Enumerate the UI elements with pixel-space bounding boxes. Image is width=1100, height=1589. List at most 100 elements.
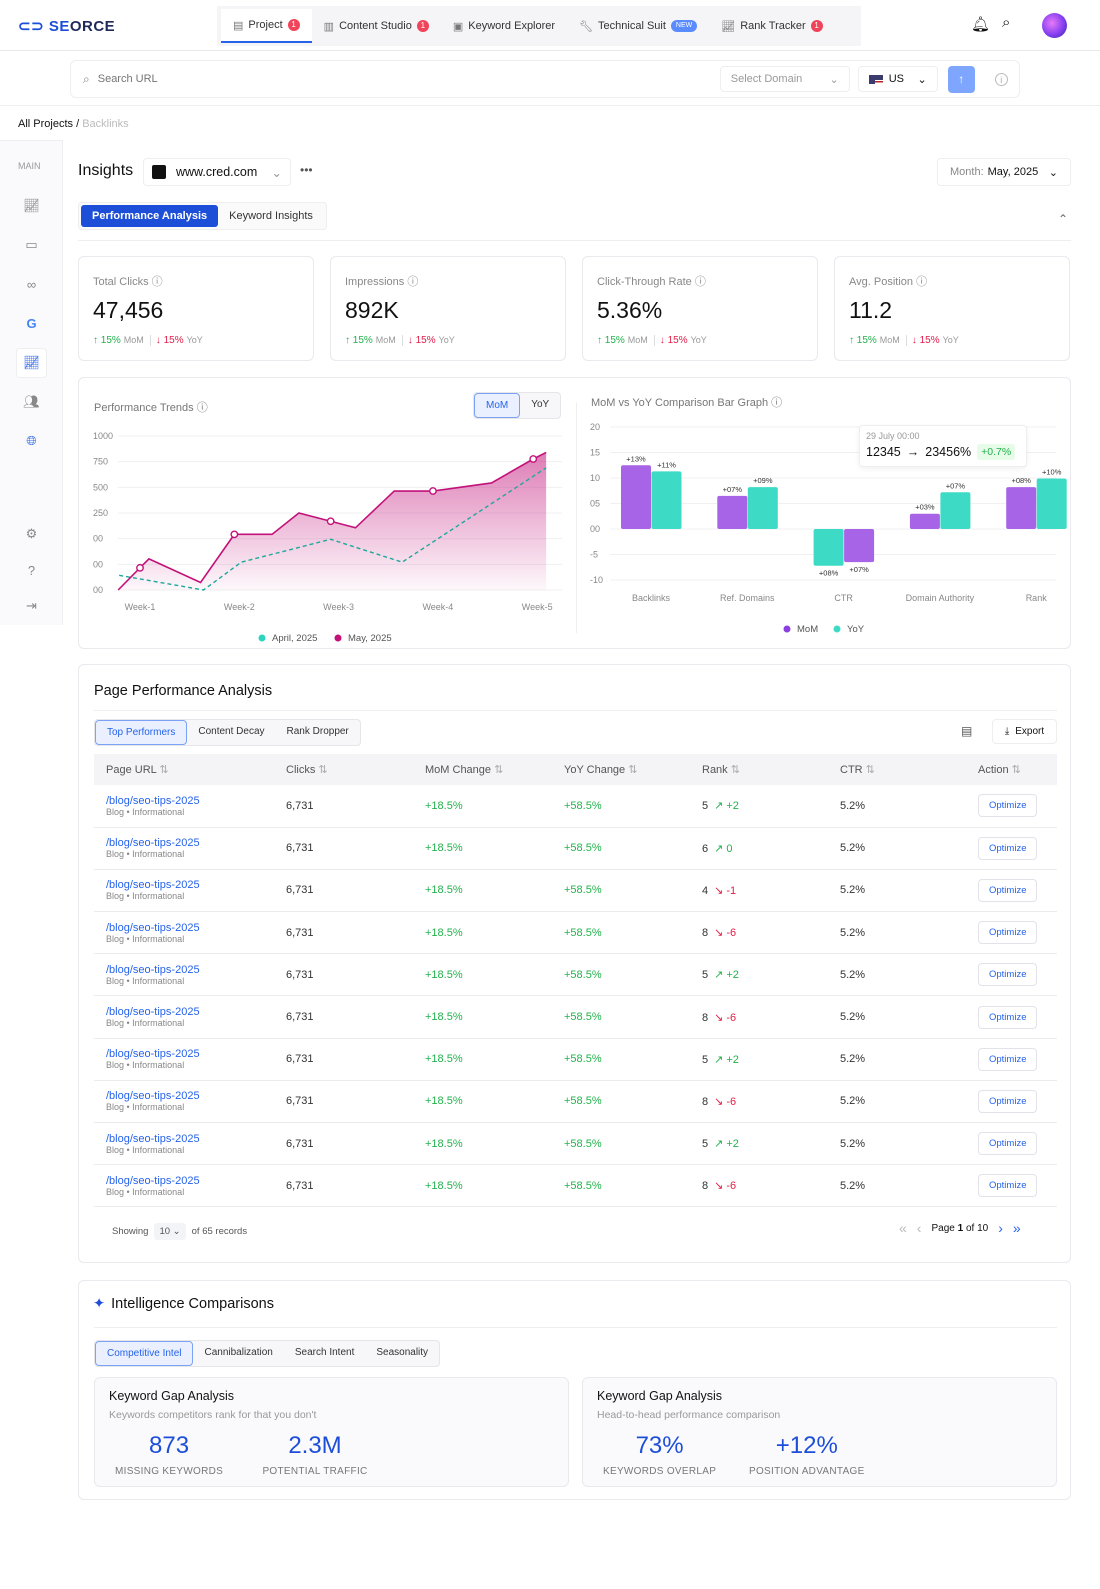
sidebar-cast-icon[interactable]: ▭ (25, 237, 38, 252)
domain-dropdown[interactable]: www.cred.com ⌄ (143, 158, 291, 186)
bar-yoy[interactable] (940, 492, 971, 529)
optimize-button[interactable]: Optimize (978, 1089, 1038, 1113)
nav-tab-keyword-explorer[interactable]: ▣ Keyword Explorer (441, 9, 567, 43)
info-icon[interactable]: i (994, 72, 1008, 86)
tab-rank-dropper[interactable]: Rank Dropper (286, 726, 349, 737)
bell-icon[interactable]: 🔔︎ (971, 16, 991, 33)
sidebar-performance-icon[interactable]: 📈︎ (16, 348, 47, 378)
select-domain-dropdown[interactable]: Select Domain ⌄ (719, 66, 850, 92)
column-header[interactable]: Clicks ⇅ (274, 754, 413, 785)
info-icon[interactable]: ⓘ (148, 276, 163, 288)
tab-competitive-intel[interactable]: Competitive Intel (95, 1341, 194, 1366)
bar-yoy[interactable] (813, 529, 844, 566)
page-url-link[interactable]: /blog/seo-tips-2025 (106, 1174, 200, 1187)
page-url-link[interactable]: /blog/seo-tips-2025 (106, 1090, 200, 1103)
toggle-yoy[interactable]: YoY (531, 399, 550, 410)
page-url-link[interactable]: /blog/seo-tips-2025 (106, 963, 200, 976)
bar-yoy[interactable] (747, 487, 778, 529)
tab-top-performers[interactable]: Top Performers (95, 720, 188, 745)
bar-mom[interactable] (621, 465, 651, 529)
optimize-button[interactable]: Optimize (978, 1047, 1038, 1071)
may-point[interactable] (429, 487, 437, 495)
tab-keyword-insights[interactable]: Keyword Insights (229, 210, 313, 222)
country-dropdown[interactable]: US ⌄ (857, 66, 938, 92)
next-page-icon[interactable]: › (998, 1220, 1003, 1236)
optimize-button[interactable]: Optimize (978, 921, 1038, 945)
nav-tab-rank-tracker[interactable]: 📈︎ Rank Tracker 1 (709, 9, 834, 43)
sort-icon[interactable]: ⇅ (491, 764, 504, 776)
bar-mom[interactable] (717, 495, 748, 529)
page-url-link[interactable]: /blog/seo-tips-2025 (106, 1006, 200, 1019)
may-point[interactable] (136, 563, 144, 572)
collapse-chevron-icon[interactable]: ⌃ (1058, 212, 1069, 226)
sort-icon[interactable]: ⇅ (727, 764, 740, 776)
tab-cannibalization[interactable]: Cannibalization (204, 1347, 273, 1358)
nav-tab-technical-suit[interactable]: 🔧︎ Technical Suit NEW (567, 9, 709, 43)
toggle-mom[interactable]: MoM (474, 393, 521, 418)
bar-yoy[interactable] (651, 471, 682, 529)
may-point[interactable] (529, 455, 538, 463)
prev-page-icon[interactable]: ‹ (916, 1220, 922, 1236)
may-point[interactable] (230, 530, 239, 539)
search-icon[interactable]: ⌕ (1002, 14, 1011, 31)
may-point[interactable] (326, 517, 335, 526)
page-url-link[interactable]: /blog/seo-tips-2025 (106, 1132, 200, 1145)
sort-icon[interactable]: ⇅ (315, 764, 328, 776)
column-header[interactable]: YoY Change ⇅ (552, 754, 690, 785)
sort-icon[interactable]: ⇅ (156, 764, 169, 776)
optimize-button[interactable]: Optimize (978, 1174, 1038, 1198)
last-page-icon[interactable]: » (1012, 1220, 1021, 1236)
optimize-button[interactable]: Optimize (978, 1005, 1038, 1029)
sidebar-google-icon[interactable]: G (26, 315, 37, 331)
nav-tab-project[interactable]: ▤ Project 1 (221, 9, 312, 43)
info-icon[interactable]: ⓘ (913, 276, 928, 288)
sort-icon[interactable]: ⇅ (1008, 764, 1021, 776)
column-header[interactable]: Page URL ⇅ (94, 754, 274, 785)
sidebar-analytics-icon[interactable]: 📈︎ (23, 198, 40, 213)
info-icon[interactable]: ⓘ (404, 276, 419, 288)
sort-icon[interactable]: ⇅ (862, 764, 875, 776)
tab-search-intent[interactable]: Search Intent (294, 1347, 355, 1358)
nav-tab-content-studio[interactable]: ▥ Content Studio 1 (312, 9, 441, 43)
month-dropdown[interactable]: Month: May, 2025 ⌄ (937, 158, 1071, 186)
tab-seasonality[interactable]: Seasonality (376, 1347, 429, 1358)
optimize-button[interactable]: Optimize (978, 878, 1038, 902)
page-url-link[interactable]: /blog/seo-tips-2025 (106, 794, 200, 807)
sort-icon[interactable]: ⇅ (625, 764, 638, 776)
bar-mom[interactable] (844, 529, 875, 563)
export-button[interactable]: ⤓ Export (992, 719, 1057, 744)
first-page-icon[interactable]: « (899, 1220, 907, 1236)
search-url-input[interactable] (97, 73, 698, 85)
sidebar-help-icon[interactable]: ? (27, 562, 36, 578)
optimize-button[interactable]: Optimize (978, 1132, 1038, 1156)
sidebar-users-icon[interactable]: 👥︎ (23, 394, 40, 409)
optimize-button[interactable]: Optimize (978, 794, 1038, 818)
column-header[interactable]: CTR ⇅ (828, 754, 966, 785)
info-icon[interactable]: ⓘ (691, 276, 706, 288)
sidebar-settings-icon[interactable]: ⚙ (25, 526, 38, 541)
bar-yoy[interactable] (1036, 478, 1067, 529)
columns-icon[interactable]: ▤ (961, 724, 973, 738)
info-icon[interactable]: ⓘ (196, 402, 208, 414)
page-url-link[interactable]: /blog/seo-tips-2025 (106, 1048, 200, 1061)
optimize-button[interactable]: Optimize (978, 836, 1038, 860)
sidebar-link-icon[interactable]: ∞ (26, 276, 37, 292)
breadcrumb-root[interactable]: All Projects / (18, 118, 80, 130)
tab-performance-analysis[interactable]: Performance Analysis (81, 205, 219, 227)
page-url-link[interactable]: /blog/seo-tips-2025 (106, 921, 200, 934)
submit-button[interactable]: ↑ (947, 65, 975, 93)
avatar[interactable] (1042, 13, 1067, 38)
sidebar-globe-icon[interactable]: 🌐︎ (26, 433, 37, 448)
tab-content-decay[interactable]: Content Decay (198, 726, 265, 737)
page-url-link[interactable]: /blog/seo-tips-2025 (106, 837, 200, 850)
bar-mom[interactable] (1006, 487, 1037, 529)
sidebar-collapse-icon[interactable]: ⇥ (26, 598, 37, 613)
info-icon[interactable]: ⓘ (771, 397, 783, 409)
page-url-link[interactable]: /blog/seo-tips-2025 (106, 879, 200, 892)
logo[interactable]: ⊂⊃ SEORCE (18, 18, 116, 35)
column-header[interactable]: MoM Change ⇅ (413, 754, 552, 785)
more-options-icon[interactable]: ••• (300, 163, 313, 177)
per-page-select[interactable]: 10 ⌄ (154, 1223, 186, 1240)
bar-mom[interactable] (909, 513, 940, 529)
column-header[interactable]: Action ⇅ (966, 754, 1057, 785)
